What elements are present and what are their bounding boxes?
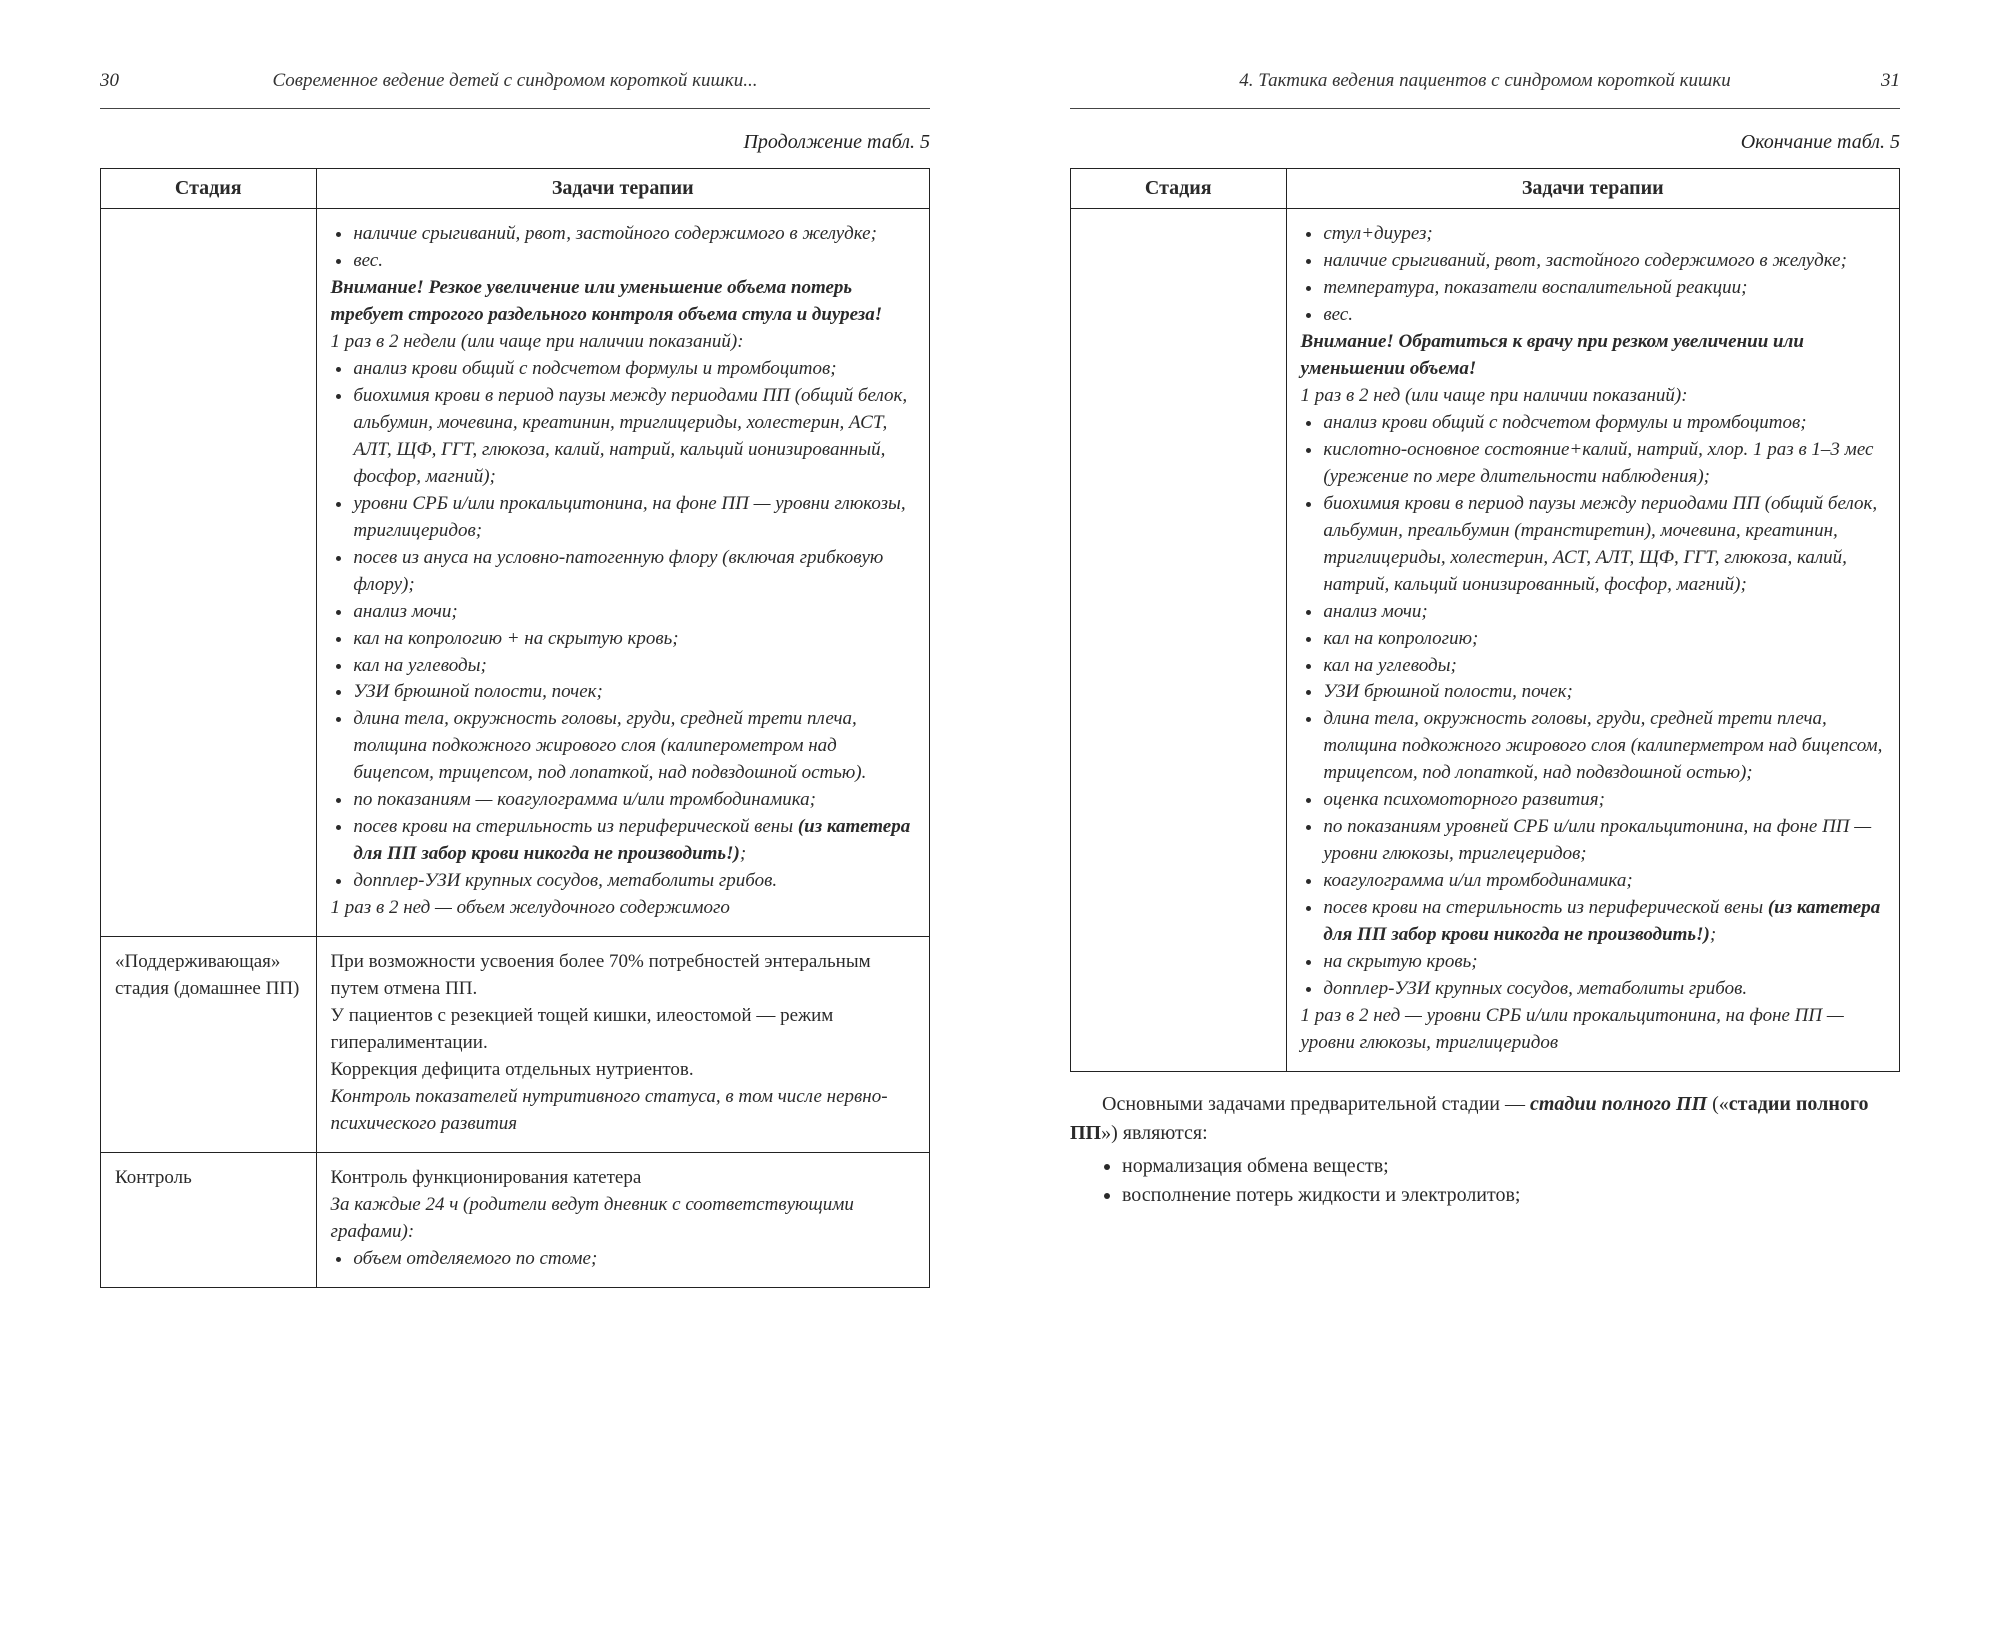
table-header-row: Стадия Задачи терапии — [101, 169, 930, 209]
bullet-list: анализ крови общий с подсчетом формулы и… — [1301, 410, 1885, 1003]
list-item: по показаниям — коагулограмма и/или тром… — [353, 787, 915, 814]
cell-tasks: При возможности усвоения более 70% потре… — [316, 937, 929, 1153]
list-item: кал на копрологию + на скрытую кровь; — [353, 626, 915, 653]
list-item: температура, показатели воспалительной р… — [1323, 275, 1885, 302]
frequency-line: 1 раз в 2 нед (или чаще при наличии пока… — [1301, 383, 1885, 410]
list-item: кал на углеводы; — [1323, 653, 1885, 680]
list-item-catheter: посев крови на стерильность из периферич… — [1323, 895, 1885, 949]
para-pre: Основными задачами предварительной стади… — [1102, 1093, 1530, 1115]
bullet-list: наличие срыгиваний, рвот, застойного сод… — [331, 221, 915, 275]
list-item: наличие срыгиваний, рвот, застойного сод… — [353, 221, 915, 248]
list-item: стул+диурез; — [1323, 221, 1885, 248]
list-item: анализ мочи; — [353, 599, 915, 626]
list-item: УЗИ брюшной полости, почек; — [353, 679, 915, 706]
header-rule-left — [100, 108, 930, 109]
page-left: 30 Современное ведение детей с синдромом… — [0, 0, 1000, 1649]
list-item: нормализация обмена веществ; — [1122, 1152, 1900, 1181]
list-item: посев из ануса на условно-патогенную фло… — [353, 545, 915, 599]
cell-stage — [101, 209, 317, 937]
table-row: стул+диурез; наличие срыгиваний, рвот, з… — [1071, 209, 1900, 1072]
list-item: вес. — [353, 248, 915, 275]
list-item: кал на углеводы; — [353, 653, 915, 680]
last-line: 1 раз в 2 нед — уровни СРБ и/или прокаль… — [1301, 1003, 1885, 1057]
list-item: по показаниям уровней СРБ и/или прокальц… — [1323, 814, 1885, 868]
list-item-catheter: посев крови на стерильность из периферич… — [353, 814, 915, 868]
para: Контроль показателей нутритивного статус… — [331, 1084, 915, 1138]
th-stage: Стадия — [101, 169, 317, 209]
cell-stage: Контроль — [101, 1152, 317, 1287]
cell-tasks: стул+диурез; наличие срыгиваний, рвот, з… — [1286, 209, 1899, 1072]
table-right: Стадия Задачи терапии стул+диурез; налич… — [1070, 168, 1900, 1072]
para-post: ») являются: — [1101, 1122, 1208, 1144]
frequency-line: 1 раз в 2 недели (или чаще при наличии п… — [331, 329, 915, 356]
list-item: вес. — [1323, 302, 1885, 329]
cath-line1: посев крови на стерильность из периферич… — [1323, 897, 1763, 918]
list-item: кал на копрологию; — [1323, 626, 1885, 653]
list-item: коагулограмма и/ил тромбодинамика; — [1323, 868, 1885, 895]
list-item: оценка психомоторного развития; — [1323, 787, 1885, 814]
th-tasks: Задачи терапии — [316, 169, 929, 209]
list-item: допплер-УЗИ крупных сосудов, метаболиты … — [1323, 976, 1885, 1003]
bullet-list: объем отделяемого по стоме; — [331, 1246, 915, 1273]
table-row: Контроль Контроль функционирования катет… — [101, 1152, 930, 1287]
page-spread: 30 Современное ведение детей с синдромом… — [0, 0, 2000, 1649]
para-mid: (« — [1707, 1093, 1729, 1115]
list-item: анализ крови общий с подсчетом формулы и… — [353, 356, 915, 383]
header-rule-right — [1070, 108, 1900, 109]
list-item: анализ мочи; — [1323, 599, 1885, 626]
list-item: длина тела, окружность головы, груди, ср… — [1323, 706, 1885, 787]
last-line: 1 раз в 2 нед — объем желудочного содерж… — [331, 895, 915, 922]
cell-tasks: наличие срыгиваний, рвот, застойного сод… — [316, 209, 929, 937]
para-bold-ital: стадии полного ПП — [1530, 1093, 1707, 1115]
cath-line1: посев крови на стерильность из периферич… — [353, 816, 793, 837]
warning-text: Внимание! Обратиться к врачу при резком … — [1301, 329, 1885, 383]
cell-stage: «Поддерживающая» стадия (домашнее ПП) — [101, 937, 317, 1153]
para: За каждые 24 ч (родители ведут дневник с… — [331, 1192, 915, 1246]
th-stage: Стадия — [1071, 169, 1287, 209]
table-row: «Поддерживающая» стадия (домашнее ПП) Пр… — [101, 937, 930, 1153]
list-item: биохимия крови в период паузы между пери… — [353, 383, 915, 491]
body-paragraph: Основными задачами предварительной стади… — [1070, 1090, 1900, 1148]
list-item: уровни СРБ и/или прокальцитонина, на фон… — [353, 491, 915, 545]
page-number-right: 31 — [1881, 70, 1900, 92]
list-item: наличие срыгиваний, рвот, застойного сод… — [1323, 248, 1885, 275]
page-right: 31 4. Тактика ведения пациентов с синдро… — [1000, 0, 2000, 1649]
para: Коррекция дефицита отдельных нутриентов. — [331, 1057, 915, 1084]
list-item: длина тела, окружность головы, груди, ср… — [353, 706, 915, 787]
para: Контроль функционирования катетера — [331, 1165, 915, 1192]
bullet-list: стул+диурез; наличие срыгиваний, рвот, з… — [1301, 221, 1885, 329]
cell-stage — [1071, 209, 1287, 1072]
cell-tasks: Контроль функционирования катетера За ка… — [316, 1152, 929, 1287]
list-item: кислотно-основное состояние+калий, натри… — [1323, 437, 1885, 491]
bullet-list: анализ крови общий с подсчетом формулы и… — [331, 356, 915, 895]
table-caption-left: Продолжение табл. 5 — [100, 131, 930, 154]
th-tasks: Задачи терапии — [1286, 169, 1899, 209]
para: У пациентов с резекцией тощей кишки, иле… — [331, 1003, 915, 1057]
body-bullets: нормализация обмена веществ; восполнение… — [1070, 1152, 1900, 1210]
cath-tail: ; — [740, 843, 746, 864]
table-header-row: Стадия Задачи терапии — [1071, 169, 1900, 209]
table-left: Стадия Задачи терапии наличие срыгиваний… — [100, 168, 930, 1288]
running-head-left: Современное ведение детей с синдромом ко… — [100, 70, 930, 102]
table-row: наличие срыгиваний, рвот, застойного сод… — [101, 209, 930, 937]
list-item: на скрытую кровь; — [1323, 949, 1885, 976]
running-head-right: 4. Тактика ведения пациентов с синдромом… — [1070, 70, 1900, 102]
list-item: допплер-УЗИ крупных сосудов, метаболиты … — [353, 868, 915, 895]
warning-text: Внимание! Резкое увеличение или уменьшен… — [331, 275, 915, 329]
page-number-left: 30 — [100, 70, 119, 92]
list-item: восполнение потерь жидкости и электролит… — [1122, 1181, 1900, 1210]
list-item: анализ крови общий с подсчетом формулы и… — [1323, 410, 1885, 437]
list-item: биохимия крови в период паузы между пери… — [1323, 491, 1885, 599]
list-item: УЗИ брюшной полости, почек; — [1323, 679, 1885, 706]
table-caption-right: Окончание табл. 5 — [1070, 131, 1900, 154]
list-item: объем отделяемого по стоме; — [353, 1246, 915, 1273]
para: При возможности усвоения более 70% потре… — [331, 949, 915, 1003]
cath-tail: ; — [1710, 924, 1716, 945]
